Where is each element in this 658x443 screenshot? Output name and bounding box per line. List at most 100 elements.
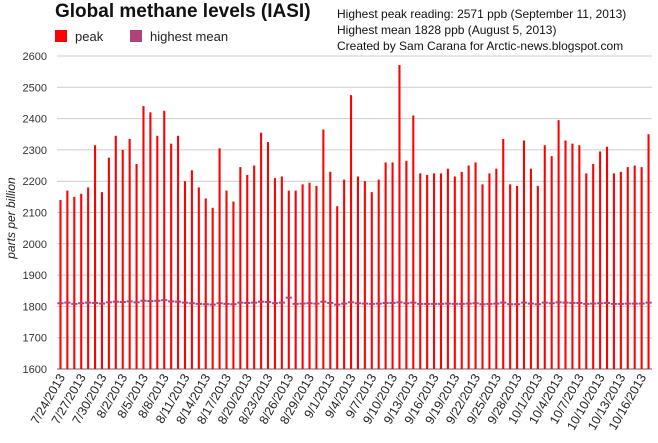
highest-mean-mark xyxy=(617,302,624,305)
peak-bar xyxy=(640,167,643,369)
highest-mean-mark xyxy=(486,302,493,305)
highest-mean-mark xyxy=(389,301,396,304)
peak-bar xyxy=(246,174,249,369)
peak-bar xyxy=(495,168,498,369)
highest-mean-mark xyxy=(313,302,320,305)
highest-mean-mark xyxy=(78,302,85,305)
highest-mean-mark xyxy=(507,303,514,306)
peak-bar xyxy=(516,185,519,369)
y-tick-label: 2300 xyxy=(23,145,47,157)
highest-mean-mark xyxy=(223,302,230,305)
peak-bar xyxy=(419,173,422,369)
legend-label-peak: peak xyxy=(75,29,104,44)
highest-mean-mark xyxy=(562,301,569,304)
y-tick-label: 2600 xyxy=(23,51,47,63)
highest-mean-mark xyxy=(161,299,168,302)
peak-bar xyxy=(80,193,83,369)
highest-mean-mark xyxy=(119,301,126,304)
highest-mean-mark xyxy=(513,303,521,306)
peak-bar xyxy=(467,165,470,369)
y-tick-label: 1900 xyxy=(23,270,47,282)
highest-mean-mark xyxy=(306,302,313,305)
highest-mean-mark xyxy=(396,301,403,304)
peak-bar xyxy=(135,163,138,369)
highest-mean-mark xyxy=(320,300,327,303)
peak-bar xyxy=(294,190,297,369)
highest-mean-mark xyxy=(278,301,285,304)
highest-mean-mark xyxy=(500,301,507,304)
peak-bar xyxy=(170,143,173,369)
highest-mean-mark xyxy=(603,301,611,304)
peak-bar xyxy=(273,178,276,369)
highest-mean-mark xyxy=(424,302,431,305)
peak-bar xyxy=(239,167,242,369)
peak-bar xyxy=(578,145,581,369)
y-tick-label: 1800 xyxy=(23,301,47,313)
highest-mean-mark xyxy=(257,300,265,303)
highest-mean-mark xyxy=(334,303,341,306)
peak-bar xyxy=(585,173,588,369)
highest-mean-mark xyxy=(555,301,562,304)
y-tick-label: 1700 xyxy=(23,333,47,345)
peak-bar xyxy=(232,201,235,369)
highest-mean-mark xyxy=(590,302,597,305)
peak-bar xyxy=(287,190,290,369)
peak-bar xyxy=(356,176,359,369)
peak-bar xyxy=(190,170,193,369)
peak-bar xyxy=(605,146,609,369)
legend-item-highest-mean[interactable]: highest mean xyxy=(130,29,228,44)
peak-bar xyxy=(536,185,539,369)
peak-bar xyxy=(647,134,650,369)
peak-bar xyxy=(183,181,187,369)
highest-mean-mark xyxy=(576,301,583,304)
highest-mean-mark xyxy=(437,302,445,305)
highest-mean-mark xyxy=(638,302,645,305)
y-tick-label: 2400 xyxy=(23,114,47,126)
highest-mean-mark xyxy=(133,301,140,304)
highest-mean-mark xyxy=(85,301,92,304)
highest-mean-mark xyxy=(645,301,652,304)
peak-bar xyxy=(87,187,90,369)
peak-bar xyxy=(453,176,456,369)
highest-mean-mark xyxy=(479,303,486,306)
peak-bar xyxy=(474,162,477,369)
y-tick-label: 2000 xyxy=(23,239,47,251)
highest-mean-mark xyxy=(341,302,348,305)
peak-bar xyxy=(370,192,373,369)
highest-mean-mark xyxy=(410,301,417,304)
peak-bar xyxy=(66,190,69,369)
highest-mean-mark xyxy=(596,302,604,305)
highest-mean-swatch-icon xyxy=(130,30,142,42)
y-axis-label: parts per billion xyxy=(4,177,18,260)
peak-bar xyxy=(377,179,380,369)
peak-bar xyxy=(197,187,200,369)
peak-bar xyxy=(308,182,311,369)
highest-mean-mark xyxy=(188,302,196,305)
highest-mean-mark xyxy=(465,302,472,305)
peak-bar xyxy=(363,181,366,369)
peak-bar xyxy=(128,138,131,369)
highest-mean-mark xyxy=(444,302,452,305)
peak-bar xyxy=(107,157,110,369)
peak-bar xyxy=(412,115,415,369)
peak-bar xyxy=(481,184,484,369)
legend-item-peak[interactable]: peak xyxy=(55,29,103,44)
highest-mean-mark xyxy=(264,301,272,304)
peak-bar xyxy=(502,138,505,369)
highest-mean-mark xyxy=(154,299,161,302)
highest-mean-mark xyxy=(230,303,237,306)
info-line-peak: Highest peak reading: 2571 ppb (Septembe… xyxy=(337,7,627,21)
peak-bar xyxy=(460,171,463,369)
peak-bar xyxy=(301,184,304,369)
peak-bar xyxy=(211,207,214,369)
highest-mean-mark xyxy=(403,302,410,305)
highest-mean-mark xyxy=(354,302,362,305)
highest-mean-mark xyxy=(57,302,64,305)
peak-bar xyxy=(225,190,228,369)
legend-label-highest-mean: highest mean xyxy=(150,29,229,44)
highest-mean-mark xyxy=(610,302,618,305)
highest-mean-mark xyxy=(174,300,182,303)
highest-mean-mark xyxy=(112,300,119,303)
peak-bar xyxy=(543,145,546,369)
peak-bar xyxy=(218,148,221,369)
